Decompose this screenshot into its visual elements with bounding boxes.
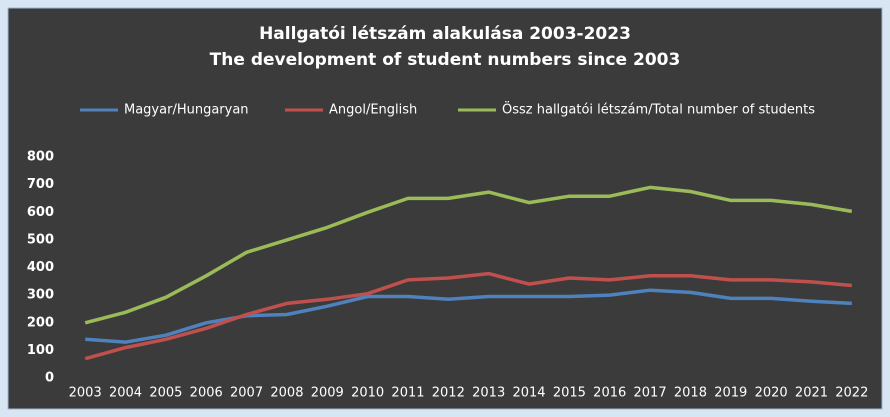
y-tick-label: 700	[27, 177, 54, 192]
x-tick-label: 2010	[351, 386, 384, 401]
legend-label: Angol/English	[329, 103, 417, 118]
y-tick-label: 200	[27, 315, 54, 330]
y-tick-label: 800	[27, 150, 54, 165]
y-tick-label: 600	[27, 205, 54, 220]
x-tick-label: 2014	[512, 386, 545, 401]
x-tick-label: 2015	[553, 386, 586, 401]
x-tick-label: 2021	[795, 386, 828, 401]
y-tick-label: 500	[27, 232, 54, 247]
x-tick-label: 2012	[432, 386, 465, 401]
x-tick-label: 2011	[391, 386, 424, 401]
legend-label: Magyar/Hungaryan	[124, 103, 249, 118]
y-tick-label: 300	[27, 288, 54, 303]
series-line	[85, 288, 852, 344]
x-tick-label: 2020	[755, 386, 788, 401]
series-line	[84, 185, 853, 325]
legend-label: Össz hallgatói létszám/Total number of s…	[502, 101, 815, 118]
x-tick-label: 2009	[311, 386, 344, 401]
chart-title: Hallgatói létszám alakulása 2003-2023	[259, 24, 631, 44]
x-tick-label: 2019	[714, 386, 747, 401]
y-tick-label: 400	[27, 260, 54, 275]
x-tick-label: 2008	[270, 386, 303, 401]
x-tick-label: 2004	[109, 386, 142, 401]
x-tick-label: 2003	[69, 386, 102, 401]
x-tick-label: 2018	[674, 386, 707, 401]
x-tick-label: 2017	[634, 386, 667, 401]
y-tick-label: 0	[45, 371, 54, 386]
chart-subtitle: The development of student numbers since…	[210, 50, 681, 70]
series-line	[84, 271, 852, 361]
x-tick-label: 2007	[230, 386, 263, 401]
x-tick-label: 2006	[190, 386, 223, 401]
y-tick-label: 100	[27, 343, 54, 358]
x-tick-label: 2013	[472, 386, 505, 401]
x-tick-label: 2022	[835, 386, 868, 401]
x-tick-label: 2005	[149, 386, 182, 401]
x-tick-label: 2016	[593, 386, 626, 401]
